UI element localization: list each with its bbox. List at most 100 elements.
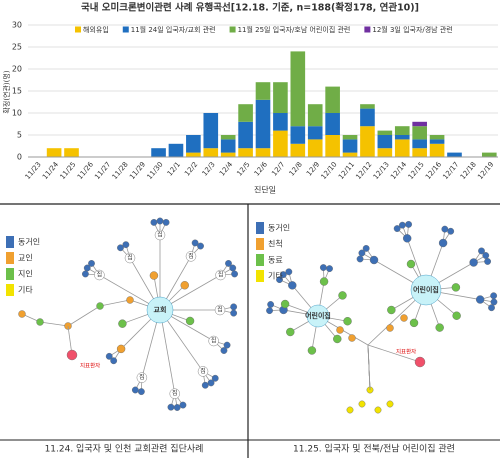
case-node xyxy=(117,244,124,252)
case-node xyxy=(116,344,126,354)
index-label: 지표환자 xyxy=(80,362,100,370)
edge xyxy=(367,344,421,363)
legend-swatch xyxy=(364,26,371,33)
case-node xyxy=(326,265,333,273)
case-node xyxy=(105,352,113,360)
x-tick-label: 12/10 xyxy=(320,160,339,181)
sub-node xyxy=(94,269,105,281)
bar-segment xyxy=(290,143,306,157)
x-tick-label: 12/1 xyxy=(166,160,182,177)
x-tick-label: 11/27 xyxy=(93,160,112,181)
bar-segment xyxy=(307,104,323,127)
case-node xyxy=(336,326,344,334)
case-node xyxy=(185,316,195,326)
case-node xyxy=(225,260,232,267)
case-node xyxy=(333,334,342,344)
case-node xyxy=(447,227,455,235)
sub-node xyxy=(214,304,226,316)
y-tick-label: 15 xyxy=(12,87,22,96)
legend-swatch xyxy=(6,268,14,280)
case-node xyxy=(207,379,215,387)
node-label: 집 xyxy=(127,255,133,262)
case-node xyxy=(197,242,204,250)
legend-swatch xyxy=(6,284,14,296)
x-tick-label: 12/6 xyxy=(253,160,270,178)
hub-label: 어린이집 xyxy=(413,285,439,294)
case-node xyxy=(220,347,228,354)
hub-label: 교회 xyxy=(154,305,167,314)
case-node xyxy=(137,388,145,396)
bar-segment xyxy=(273,130,288,157)
bar-segment xyxy=(325,86,340,113)
bar-segment xyxy=(412,148,427,157)
hub-node xyxy=(146,296,174,324)
case-node xyxy=(126,296,134,304)
case-node xyxy=(402,234,412,243)
case-node xyxy=(469,258,478,267)
x-tick-label: 12/16 xyxy=(424,160,443,181)
y-tick-label: 25 xyxy=(12,43,22,52)
bar-segment xyxy=(429,135,445,140)
bar-segment xyxy=(238,104,253,122)
x-tick-label: 12/4 xyxy=(218,160,235,178)
case-node xyxy=(211,374,219,382)
bar-segment xyxy=(412,139,427,149)
x-tick-label: 12/19 xyxy=(476,160,495,181)
bar-segment xyxy=(238,148,253,157)
case-node xyxy=(230,303,238,311)
case-node xyxy=(276,276,283,284)
case-node xyxy=(490,298,498,306)
case-node xyxy=(482,252,490,259)
legend-swatch xyxy=(229,26,236,33)
case-node xyxy=(180,281,189,290)
edge xyxy=(367,344,371,391)
legend-swatch xyxy=(256,254,264,266)
legend-swatch xyxy=(6,236,14,248)
case-node xyxy=(231,270,238,278)
case-node xyxy=(406,259,416,269)
case-node xyxy=(358,400,366,408)
bar-segment xyxy=(186,135,201,153)
case-node xyxy=(82,270,89,278)
bar-segment xyxy=(394,126,410,135)
legend-label: 동료 xyxy=(268,256,283,265)
case-node xyxy=(156,217,164,225)
case-node xyxy=(488,304,495,312)
case-node xyxy=(110,357,118,365)
case-node xyxy=(230,309,238,317)
y-tick-label: 5 xyxy=(17,131,22,140)
legend-swatch xyxy=(75,26,81,33)
bar-segment xyxy=(377,130,393,135)
case-node xyxy=(435,323,444,332)
legend-label: 친척 xyxy=(268,239,283,249)
case-node xyxy=(267,301,275,308)
bar-segment xyxy=(360,126,375,157)
sub-node xyxy=(215,269,226,281)
bar-segment xyxy=(203,148,219,157)
chart-title: 국내 오미크론변이관련 사례 유행곡선[12.18. 기준, n=188(확정1… xyxy=(81,2,419,14)
node-label: 집 xyxy=(200,368,206,375)
edge xyxy=(67,305,101,327)
case-node xyxy=(167,403,175,411)
node-label: 집 xyxy=(97,272,103,279)
case-node xyxy=(475,295,485,304)
case-node xyxy=(399,221,406,229)
bar-segment xyxy=(325,135,340,157)
x-tick-label: 12/3 xyxy=(201,160,217,177)
bar-segment xyxy=(307,126,323,140)
bar-segment xyxy=(238,121,253,149)
x-tick-label: 11/23 xyxy=(24,160,43,181)
bar-segment xyxy=(360,108,375,127)
case-node xyxy=(319,264,327,271)
bar-segment xyxy=(429,143,445,157)
case-node xyxy=(386,324,394,332)
x-tick-label: 12/8 xyxy=(288,160,304,177)
bar-segment xyxy=(290,126,306,144)
node-label: 집 xyxy=(217,307,223,314)
case-node xyxy=(405,220,412,228)
case-node xyxy=(149,271,159,280)
case-node xyxy=(343,317,352,326)
case-node xyxy=(490,292,498,300)
bar-segment xyxy=(255,99,271,149)
